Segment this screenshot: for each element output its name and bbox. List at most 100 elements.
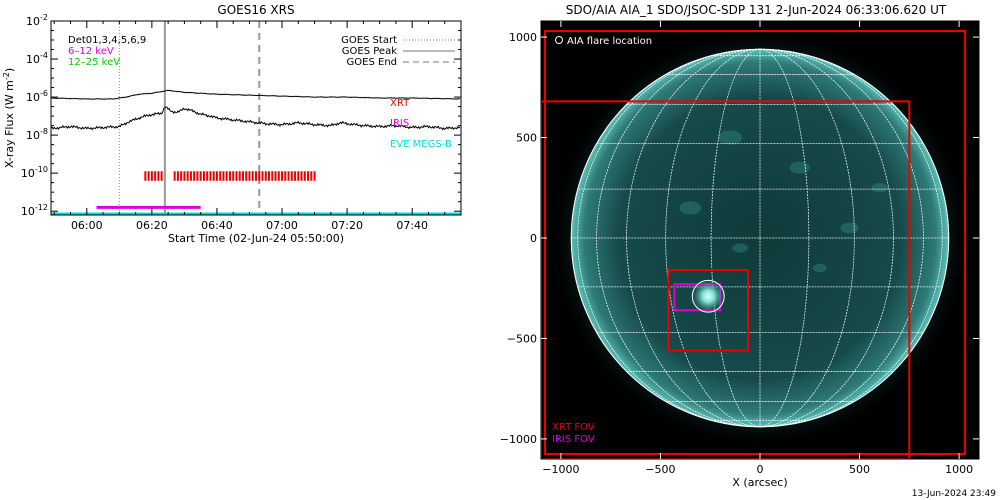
aia-x-axis-label: X (arcsec) bbox=[732, 476, 787, 489]
flare-location-marker-icon bbox=[555, 36, 563, 44]
legend-goes-peak: GOES Peak bbox=[342, 46, 397, 57]
legend-goes-start: GOES Start bbox=[341, 35, 397, 46]
legend-xrt: XRT bbox=[390, 98, 410, 109]
active-region bbox=[679, 201, 702, 215]
xrt-observation-bar bbox=[241, 171, 244, 181]
goes-y-tick-label: 10-10 bbox=[21, 165, 48, 180]
aia-image-panel: SDO/AIA AIA_1 SDO/JSOC-SDP 131 2-Jun-202… bbox=[500, 3, 996, 499]
xrt-observation-bar bbox=[258, 171, 261, 181]
legend-detectors: Det01,3,4,5,6,9 bbox=[68, 35, 146, 46]
xrt-observation-bar bbox=[150, 171, 153, 181]
xrt-observation-bar bbox=[268, 171, 271, 181]
xrt-observation-bars bbox=[51, 171, 461, 215]
legend-iris-fov: IRIS FOV bbox=[552, 434, 595, 445]
goes-y-tick-label: 10-12 bbox=[21, 203, 48, 218]
xrt-observation-bar bbox=[196, 171, 199, 181]
goes-top-left-legend: Det01,3,4,5,6,9 6–12 keV 12–25 keV bbox=[68, 35, 146, 68]
xrt-observation-bar bbox=[202, 171, 205, 181]
instrument-legend: XRT IRIS EVE MEGS-B bbox=[390, 98, 452, 150]
xrt-observation-bar bbox=[271, 171, 274, 181]
goes-x-tick-label: 06:00 bbox=[71, 219, 103, 232]
aia-y-tick-label: 500 bbox=[516, 132, 537, 145]
grid-longitude-line bbox=[759, 48, 855, 428]
xrt-observation-bar bbox=[251, 171, 254, 181]
xrt-observation-bar bbox=[310, 171, 313, 181]
legend-iris: IRIS bbox=[390, 118, 409, 129]
goes-y-tick-label: 10-6 bbox=[26, 89, 48, 104]
xrt-observation-bar bbox=[294, 171, 297, 181]
aia-image-clip bbox=[541, 26, 972, 459]
aia-x-tick-label: −500 bbox=[645, 463, 675, 476]
xrt-observation-bar bbox=[180, 171, 183, 181]
xrt-observation-bar bbox=[290, 171, 293, 181]
goes-y-axis: 10-12 10-10 10-8 10-6 10-4 10-2 bbox=[21, 13, 461, 218]
goes-y-tick-label: 10-8 bbox=[26, 127, 48, 142]
xrt-observation-bar bbox=[173, 171, 176, 181]
xrt-observation-bar bbox=[245, 171, 248, 181]
xrt-observation-bar bbox=[160, 171, 163, 181]
xrt-observation-bar bbox=[176, 171, 179, 181]
fov-legend: XRT FOV IRIS FOV bbox=[552, 422, 595, 445]
active-regions bbox=[679, 130, 888, 273]
active-region bbox=[840, 222, 859, 234]
aia-y-tick-label: −1000 bbox=[500, 433, 537, 446]
grid-longitude-line bbox=[759, 48, 943, 428]
xrt-observation-bar bbox=[206, 171, 209, 181]
xrt-observation-bar bbox=[264, 171, 267, 181]
xrt-observation-bar bbox=[232, 171, 235, 181]
heliographic-grid bbox=[570, 48, 950, 428]
aia-flare-legend: AIA flare location bbox=[555, 36, 652, 47]
grid-longitude-line bbox=[710, 48, 761, 428]
goes-x-tick-label: 07:00 bbox=[266, 219, 298, 232]
xrt-fov-box bbox=[541, 100, 911, 459]
goes-series-group bbox=[51, 89, 461, 131]
goes-x-tick-label: 07:40 bbox=[396, 219, 428, 232]
active-region bbox=[871, 182, 888, 193]
xrt-fov-box bbox=[543, 30, 967, 455]
aia-y-axis: −1000 −500 0 500 1000 bbox=[500, 31, 979, 446]
aia-x-tick-label: 0 bbox=[757, 463, 764, 476]
goes-plot-frame bbox=[50, 20, 462, 216]
aia-y-tick-label: −500 bbox=[507, 332, 537, 345]
xrt-observation-bar bbox=[287, 171, 290, 181]
goes-y-axis-label: X-ray Flux (W m-2) bbox=[2, 68, 16, 168]
goes-x-tick-label: 07:20 bbox=[331, 219, 363, 232]
xrt-observation-bar bbox=[238, 171, 241, 181]
goes-x-tick-label: 06:20 bbox=[136, 219, 168, 232]
legend-6-12-kev: 6–12 keV bbox=[68, 46, 114, 57]
xrt-observation-bar bbox=[248, 171, 251, 181]
goes-xrs-panel: GOES16 XRS 10-12 10-10 10-8 10-6 10-4 10-2 06… bbox=[2, 3, 462, 245]
xrt-observation-bar bbox=[222, 171, 225, 181]
aia-x-tick-label: −1000 bbox=[542, 463, 579, 476]
xrt-observation-bar bbox=[199, 171, 202, 181]
active-region bbox=[812, 263, 827, 273]
legend-12-25-kev: 12–25 keV bbox=[68, 57, 120, 68]
xrt-observation-bar bbox=[307, 171, 310, 181]
grid-longitude-line bbox=[759, 48, 924, 428]
xrt-observation-bar bbox=[274, 171, 277, 181]
xrt-fov-box bbox=[667, 269, 750, 352]
xrt-observation-bar bbox=[212, 171, 215, 181]
legend-eve-megs-b: EVE MEGS-B bbox=[390, 139, 452, 150]
grid-longitude-line bbox=[596, 48, 761, 428]
goes-x-axis: 06:00 06:20 06:40 07:00 07:20 07:40 bbox=[53, 21, 446, 232]
goes-x-axis-label: Start Time (02-Jun-24 05:50:00) bbox=[168, 232, 344, 245]
xrt-observation-bar bbox=[313, 171, 316, 181]
xrt-observation-bar bbox=[228, 171, 231, 181]
goes-time-markers bbox=[118, 21, 261, 215]
legend-xrt-fov: XRT FOV bbox=[552, 422, 595, 433]
xrt-observation-bar bbox=[281, 171, 284, 181]
grid-longitude-line bbox=[577, 48, 761, 428]
xrt-observation-bar bbox=[297, 171, 300, 181]
aia-x-tick-label: 1000 bbox=[945, 463, 973, 476]
limb-outline bbox=[570, 48, 950, 428]
xrt-observation-bar bbox=[154, 171, 157, 181]
grid-longitude-line bbox=[759, 48, 894, 428]
xrt-observation-bar bbox=[300, 171, 303, 181]
xrt-observation-bar bbox=[284, 171, 287, 181]
xrt-observation-bar bbox=[277, 171, 280, 181]
active-region bbox=[789, 161, 810, 174]
goes-series-line-long bbox=[51, 89, 460, 100]
xrt-observation-bar bbox=[303, 171, 306, 181]
